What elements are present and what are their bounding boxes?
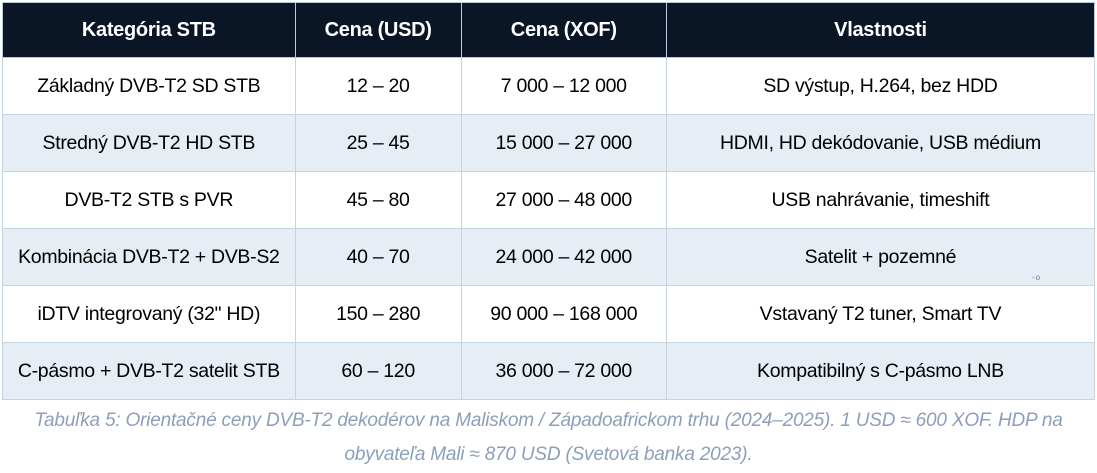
table-cell: USB nahrávanie, timeshift xyxy=(665,171,1096,229)
table-row: Základný DVB-T2 SD STB 12 – 20 7 000 – 12 … xyxy=(2,57,1096,115)
table-cell: 27 000 – 48 000 xyxy=(460,171,667,229)
table-cell: 90 000 – 168 000 xyxy=(460,285,667,343)
table-cell: 25 – 45 xyxy=(294,114,462,172)
table-cell: Základný DVB-T2 SD STB xyxy=(2,57,296,115)
table-cell: 12 – 20 xyxy=(294,57,462,115)
table-cell: Satelit + pozemné xyxy=(665,228,1096,286)
table-caption-line2: obyvateľa Mali ≈ 870 USD (Svetová banka … xyxy=(344,444,753,465)
table-caption: Tabuľka 5: Orientačné ceny DVB-T2 dekodé… xyxy=(0,404,1097,472)
table-cell: HDMI, HD dekódovanie, USB médium xyxy=(665,114,1096,172)
table-cell: 15 000 – 27 000 xyxy=(460,114,667,172)
table-row: iDTV integrovaný (32" HD) 150 – 280 90 000… xyxy=(2,285,1096,343)
table-row: Kombinácia DVB-T2 + DVB-S2 40 – 70 24 000 … xyxy=(2,228,1096,286)
table-cell: iDTV integrovaný (32" HD) xyxy=(2,285,296,343)
column-header-cena-xof: Cena (XOF) xyxy=(460,2,667,58)
table-cell: Kombinácia DVB-T2 + DVB-S2 xyxy=(2,228,296,286)
table-row: DVB-T2 STB s PVR 45 – 80 27 000 – 48 000 US… xyxy=(2,171,1096,229)
table-cell: 150 – 280 xyxy=(294,285,462,343)
table-cell: 7 000 – 12 000 xyxy=(460,57,667,115)
column-header-kategoria-stb: Kategória STB xyxy=(2,2,296,58)
column-header-cena-usd: Cena (USD) xyxy=(294,2,462,58)
header-row: Kategória STB Cena (USD) Cena (XOF) Vlas… xyxy=(2,2,1096,58)
stb-price-table: Kategória STB Cena (USD) Cena (XOF) Vlas… xyxy=(2,2,1096,400)
table-cell: 40 – 70 xyxy=(294,228,462,286)
table-row: Stredný DVB-T2 HD STB 25 – 45 15 000 – 27 … xyxy=(2,114,1096,172)
table-cell: Vstavaný T2 tuner, Smart TV xyxy=(665,285,1096,343)
table-caption-line1: Tabuľka 5: Orientačné ceny DVB-T2 dekodé… xyxy=(34,410,1063,431)
table-cell: SD výstup, H.264, bez HDD xyxy=(665,57,1096,115)
table-cell: C-pásmo + DVB-T2 satelit STB xyxy=(2,342,296,400)
table-cell: 60 – 120 xyxy=(294,342,462,400)
table-cell: 36 000 – 72 000 xyxy=(460,342,667,400)
table-cell: Stredný DVB-T2 HD STB xyxy=(2,114,296,172)
table-cell: 45 – 80 xyxy=(294,171,462,229)
table-cell: Kompatibilný s C-pásmo LNB xyxy=(665,342,1096,400)
table-row: C-pásmo + DVB-T2 satelit STB 60 – 120 36 0… xyxy=(2,342,1096,400)
footnote-mark: -o xyxy=(1032,273,1042,282)
table-cell: 24 000 – 42 000 xyxy=(460,228,667,286)
column-header-vlastnosti: Vlastnosti xyxy=(665,2,1096,58)
table-cell: DVB-T2 STB s PVR xyxy=(2,171,296,229)
